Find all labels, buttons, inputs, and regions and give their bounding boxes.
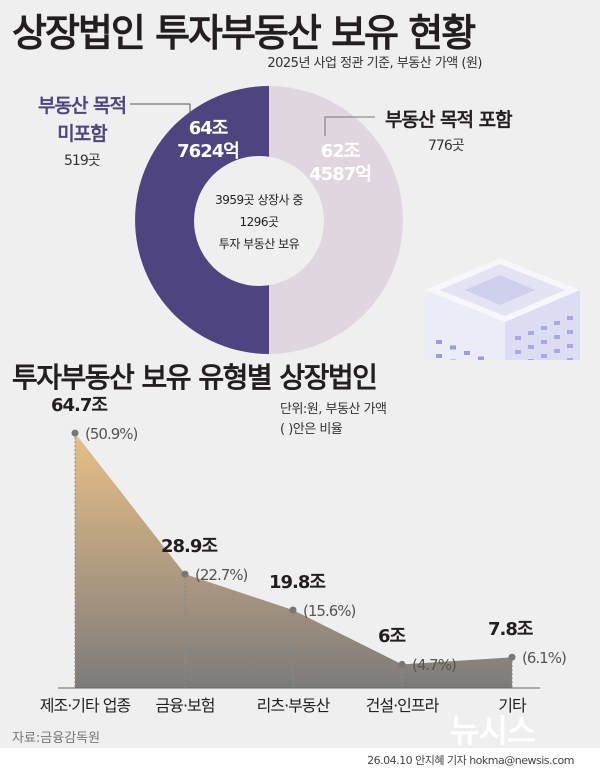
building-window — [528, 345, 534, 349]
building-window — [567, 344, 573, 348]
building-window — [436, 354, 442, 358]
data-point — [181, 570, 189, 578]
excluded-value-line1: 64조 — [188, 118, 229, 139]
building-window — [541, 354, 547, 358]
building-window — [567, 316, 573, 320]
value-label: 19.8조 — [269, 571, 326, 593]
percent-label: (4.7%) — [412, 656, 457, 675]
included-label: 부동산 목적 포함 — [385, 109, 513, 131]
percent-label: (50.9%) — [85, 425, 138, 444]
center-line3: 투자 부동산 보유 — [218, 237, 300, 251]
building-window — [436, 340, 442, 344]
excluded-label-line2: 미포함 — [57, 123, 107, 145]
data-point — [71, 429, 79, 437]
leader-line-right — [324, 116, 375, 136]
building-window — [528, 359, 534, 360]
included-count: 776곳 — [428, 138, 465, 154]
page-title: 상장법인 투자부동산 보유 현황 — [12, 11, 476, 55]
building-illustration — [425, 258, 580, 360]
percent-label: (15.6%) — [303, 601, 356, 620]
value-label: 6조 — [378, 626, 406, 648]
building-window — [567, 358, 573, 360]
percent-label: (22.7%) — [195, 566, 248, 585]
data-point — [289, 606, 297, 614]
data-point — [398, 660, 406, 668]
building-window — [528, 331, 534, 335]
donut-segment-included — [269, 86, 403, 354]
subtitle: 2025년 사업 정관 기준, 부동산 가액 (원) — [267, 56, 482, 71]
leader-line-left — [130, 103, 191, 116]
donut-chart — [130, 86, 580, 360]
donut-hole — [194, 156, 324, 286]
value-label: 64.7조 — [51, 395, 108, 417]
building-window — [478, 356, 484, 360]
section2-title: 투자부동산 보유 유형별 상장법인 — [12, 361, 378, 394]
building-window — [515, 336, 521, 340]
building-window — [567, 330, 573, 334]
category-label: 리츠·부동산 — [256, 696, 331, 715]
excluded-count: 519곳 — [64, 153, 101, 169]
excluded-label-line1: 부동산 목적 — [38, 95, 127, 117]
credit: 26.04.10 안지혜 기자 hokma@newsis.com — [367, 754, 574, 767]
source: 자료:금융감독원 — [12, 731, 101, 746]
building-window — [541, 326, 547, 330]
footer-bar — [0, 748, 600, 770]
building-window — [515, 350, 521, 354]
value-label: 28.9조 — [161, 536, 218, 558]
category-label: 기타 — [498, 696, 526, 715]
percent-label: (6.1%) — [522, 649, 567, 668]
building-window — [450, 359, 456, 360]
data-point — [508, 653, 516, 661]
center-line1: 3959곳 상장사 중 — [215, 193, 303, 207]
building-window — [541, 340, 547, 344]
center-line2: 1296곳 — [239, 215, 279, 229]
unit-note-line1: 단위:원, 부동산 가액 — [280, 402, 387, 417]
excluded-value-line2: 7624억 — [177, 141, 240, 162]
area-chart — [58, 429, 540, 689]
newsis-logo: 뉴시스 — [450, 712, 536, 750]
building-window — [450, 345, 456, 350]
unit-note-line2: ( )안은 비율 — [280, 422, 343, 437]
area-fill — [75, 433, 512, 688]
included-value-line2: 4587억 — [309, 164, 372, 185]
included-value-line1: 62조 — [320, 141, 361, 162]
category-label: 제조·기타 업종 — [39, 696, 132, 715]
building-window — [554, 349, 560, 353]
category-label: 금융·보험 — [155, 696, 216, 715]
category-label: 건설·인프라 — [365, 696, 440, 715]
building-window — [554, 321, 560, 325]
value-label: 7.8조 — [488, 619, 533, 641]
building-window — [464, 351, 470, 355]
building-window — [554, 335, 560, 339]
